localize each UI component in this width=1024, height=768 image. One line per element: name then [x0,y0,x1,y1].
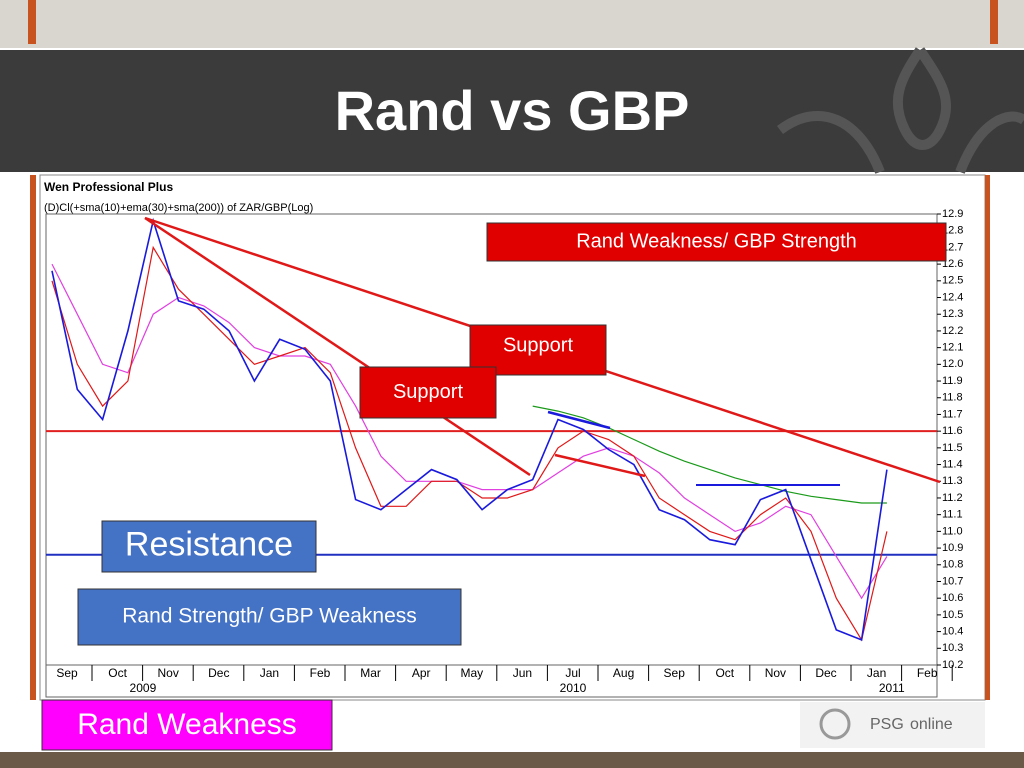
annotation-label: Rand Weakness/ GBP Strength [576,230,857,252]
y-tick-label: 11.4 [942,458,963,470]
y-tick-label: 11.1 [942,509,963,521]
y-tick-label: 12.7 [942,241,963,253]
footer-box [41,699,333,751]
y-tick-label: 11.8 [942,392,963,404]
y-tick-label: 10.2 [942,659,963,671]
y-tick-label: 10.8 [942,559,963,571]
x-tick-label: Aug [613,666,634,680]
x-tick-label: Jun [513,666,532,680]
y-tick-label: 10.5 [942,609,963,621]
x-tick-label: Jan [867,666,886,680]
y-tick-label: 12.1 [942,342,963,354]
accent-bar [28,0,36,44]
x-tick-label: Dec [208,666,229,680]
y-tick-label: 11.9 [942,375,963,387]
x-tick-label: Jul [565,666,580,680]
y-tick-label: 10.3 [942,642,963,654]
title-band [0,50,1024,172]
logo-mark [819,708,851,740]
year-label: 2011 [879,681,905,695]
x-tick-label: Oct [715,666,734,680]
accent-bar [985,175,990,700]
x-tick-label: Sep [664,666,686,680]
y-tick-label: 11.3 [942,475,963,487]
y-tick-label: 12.4 [942,291,963,303]
y-tick-label: 11.7 [942,408,963,420]
y-tick-label: 12.3 [942,308,963,320]
logo-product: online [910,716,953,733]
trendline [144,216,531,477]
annotation-label: Rand Strength/ GBP Weakness [122,605,417,628]
y-tick-label: 11.6 [942,425,963,437]
logo-watermark [777,47,1024,174]
annotation-box [101,520,317,573]
accent-bar [30,175,36,700]
accent-bar [990,0,998,44]
slide-title: Rand vs GBP [335,79,690,142]
y-tick-label: 10.7 [942,575,963,587]
x-tick-label: Dec [815,666,836,680]
annotation-label: Support [393,381,463,403]
x-tick-label: Sep [56,666,78,680]
x-tick-label: Jan [260,666,279,680]
annotation-label: Support [503,334,573,356]
year-label: 2009 [130,681,157,695]
footer-label: Rand Weakness [77,708,297,741]
annotation-label: Resistance [125,525,293,563]
bottom-band [0,752,1024,768]
annotations: Rand Weakness/ GBP Strength Support Suppor… [77,222,947,646]
trendline [547,410,611,430]
x-tick-label: Nov [765,666,786,680]
y-tick-label: 12.8 [942,225,963,237]
y-tick-label: 11.5 [942,442,963,454]
annotation-box [77,588,462,646]
y-tick-label: 12.0 [942,358,963,370]
x-tick-label: Feb [310,666,331,680]
y-tick-label: 11.0 [942,525,963,537]
chart-header: Wen Professional Plus [44,180,173,194]
date-axis [45,664,938,698]
annotation-box [359,366,497,419]
series-line [51,245,888,642]
y-tick-label: 12.6 [942,258,963,270]
top-band [0,0,1024,48]
x-tick-label: Nov [158,666,179,680]
y-tick-label: 12.9 [942,208,963,220]
annotation-box [486,222,947,262]
series-line [532,405,887,504]
y-tick-label: 10.9 [942,542,963,554]
series-line [51,217,888,642]
x-tick-label: Mar [360,666,381,680]
y-tick-label: 10.4 [942,625,963,637]
y-tick-label: 10.6 [942,592,963,604]
year-label: 2010 [560,681,587,695]
logo-brand: PSG [870,716,904,733]
x-tick-label: May [460,666,483,680]
x-tick-label: Feb [917,666,938,680]
x-tick-label: Apr [412,666,431,680]
y-tick-label: 11.2 [942,492,963,504]
chart-formula: (D)Cl(+sma(10)+ema(30)+sma(200)) of ZAR/… [44,202,313,214]
y-tick-label: 12.5 [942,275,963,287]
trendline [554,453,646,478]
y-tick-label: 12.2 [942,325,963,337]
x-tick-label: Oct [108,666,127,680]
